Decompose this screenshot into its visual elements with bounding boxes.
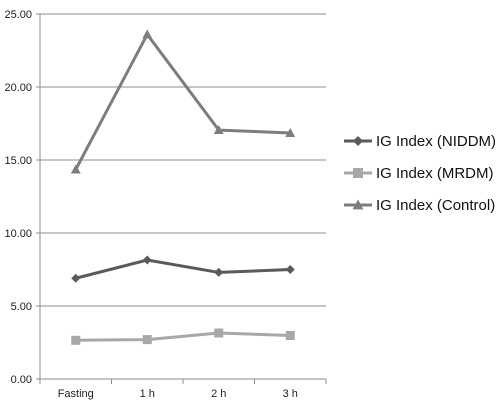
legend-item: IG Index (MRDM) — [344, 165, 494, 182]
y-tick-labels: 0.00 5.00 10.00 15.00 20.00 25.00 — [4, 9, 32, 386]
gridlines — [40, 13, 326, 307]
data-point-triangle — [213, 125, 224, 135]
legend-item: IG Index (NIDDM) — [344, 133, 496, 150]
data-point-square — [142, 335, 152, 345]
data-point-diamond — [142, 255, 152, 265]
x-tick-labels: Fasting 1 h 2 h 3 h — [58, 388, 298, 400]
data-point-triangle — [285, 128, 296, 137]
data-point-triangle — [142, 29, 153, 39]
data-point-diamond — [71, 273, 81, 283]
data-point-diamond — [285, 265, 295, 274]
data-point-triangle — [70, 164, 81, 174]
data-point-square — [353, 168, 363, 178]
y-tick-label: 0.00 — [11, 374, 32, 386]
series-1 — [71, 255, 295, 283]
series-line — [75, 331, 291, 342]
series-line — [75, 258, 291, 280]
data-point-triangle — [352, 199, 364, 210]
series-2 — [71, 328, 295, 345]
x-tick-label: Fasting — [58, 388, 94, 400]
y-tick-label: 15.00 — [4, 155, 32, 167]
legend-label: IG Index (NIDDM) — [376, 133, 496, 150]
data-point-diamond — [214, 267, 224, 277]
legend: IG Index (NIDDM) IG Index (MRDM) IG Index … — [344, 133, 496, 214]
x-tick-label: 3 h — [283, 388, 298, 400]
data-point-diamond — [353, 136, 363, 146]
series-line — [74, 32, 291, 171]
y-tick-label: 25.00 — [4, 9, 32, 21]
data-point-square — [71, 335, 81, 345]
legend-label: IG Index (Control) — [376, 197, 495, 214]
x-tick-label: 2 h — [211, 388, 226, 400]
y-tick-label: 5.00 — [11, 301, 32, 313]
y-tick-label: 10.00 — [4, 228, 32, 240]
data-point-square — [214, 328, 224, 338]
y-tick-label: 20.00 — [4, 82, 32, 94]
legend-item: IG Index (Control) — [344, 197, 495, 214]
data-point-square — [285, 330, 295, 340]
series-3 — [70, 29, 296, 174]
x-tick-label: 1 h — [140, 388, 155, 400]
series-lines — [70, 29, 296, 345]
legend-label: IG Index (MRDM) — [376, 165, 494, 182]
axes — [36, 13, 327, 384]
